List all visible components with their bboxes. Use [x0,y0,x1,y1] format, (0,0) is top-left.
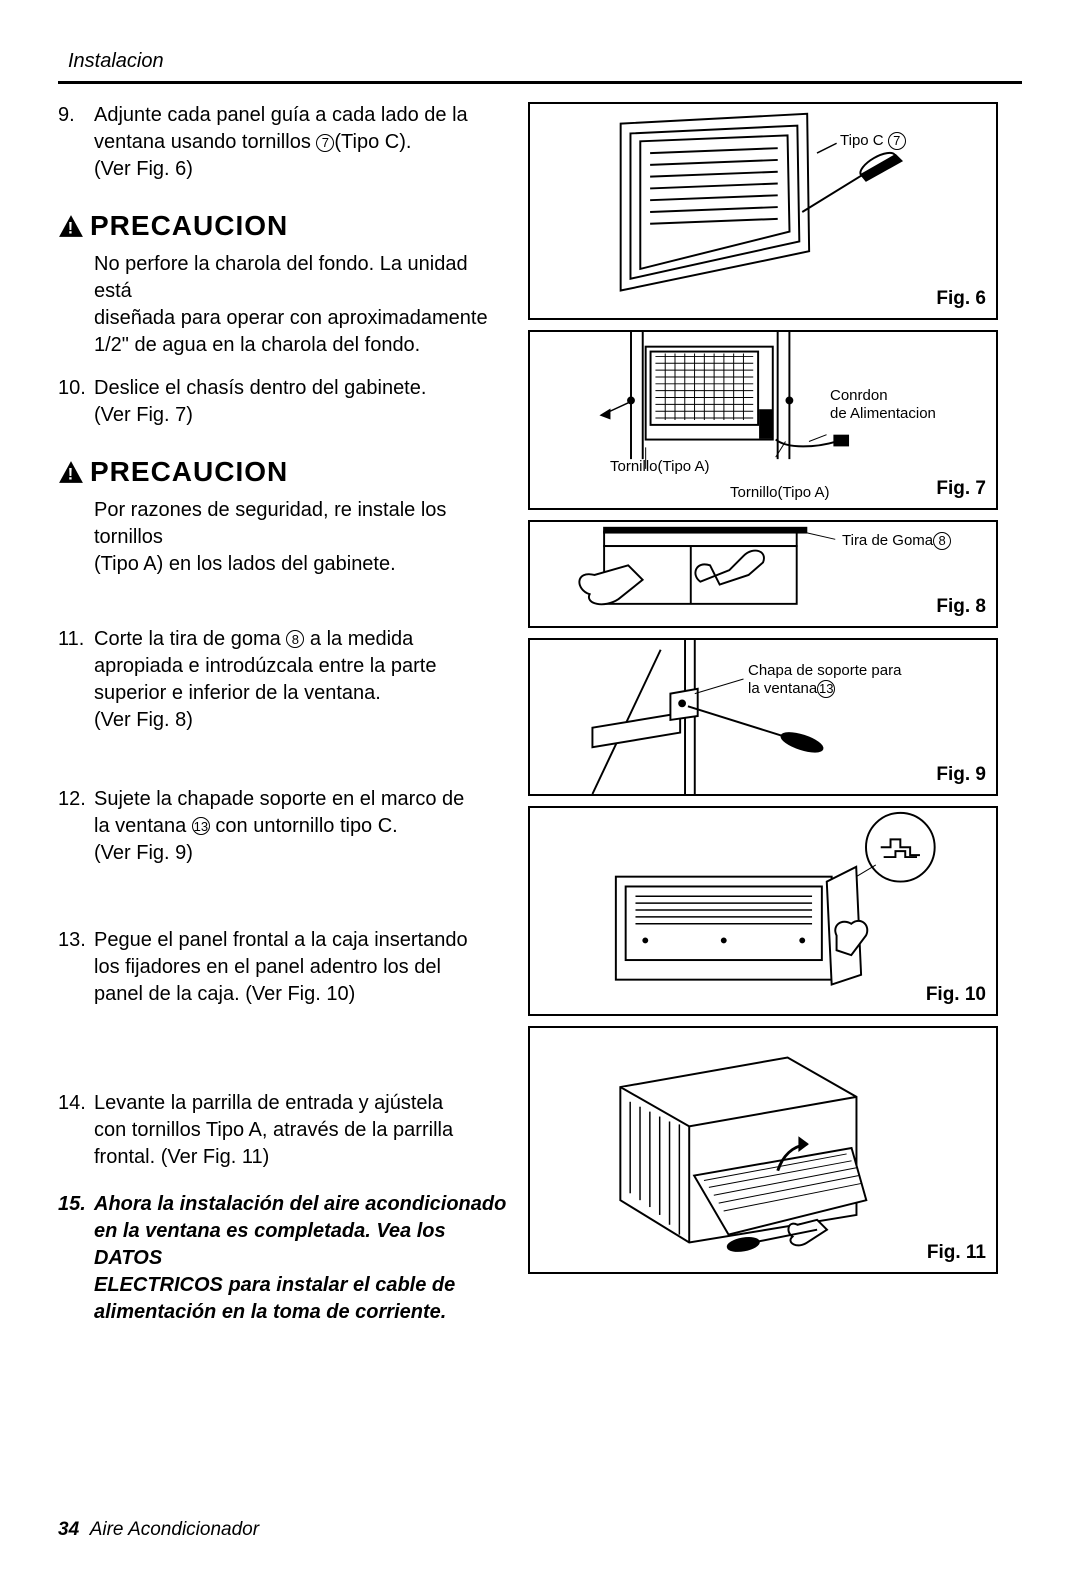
step-15: 15. Ahora la instalación del aire acondi… [58,1191,508,1326]
figure-10: Fig. 10 [528,806,998,1016]
precaucion-heading-1: ! PRECAUCION [58,207,508,245]
right-column: Tipo C 7 Fig. 6 [528,102,998,1336]
fig8-annotation: Tira de Goma8 [842,532,951,550]
text: en la ventana es completada. Vea los DAT… [94,1220,446,1269]
text: ELECTRICOS para instalar el cable de [94,1274,455,1296]
figure-8: Tira de Goma8 Fig. 8 [528,520,998,628]
precaucion-title: PRECAUCION [90,207,288,245]
text: apropiada e introdúzcala entre la parte [94,655,436,677]
step-11: 11. Corte la tira de goma 8 a la medida … [58,626,508,734]
text: a la medida [304,628,413,650]
text: (Ver Fig. 7) [94,404,193,426]
text: la ventana [748,680,817,697]
precaucion-body-2: Por razones de seguridad, re instale los… [94,497,508,578]
fig7-annotation-cord: Conrdon de Alimentacion [830,387,936,423]
text: los fijadores en el panel adentro los de… [94,956,441,978]
circled-13-icon: 13 [817,680,835,698]
header-rule [58,81,1022,84]
figure-9: Chapa de soporte para la ventana13 Fig. … [528,638,998,796]
figure-label: Fig. 7 [936,478,986,500]
step-number: 13. [58,927,94,1008]
figure-label: Fig. 11 [927,1242,986,1264]
fig9-annotation: Chapa de soporte para la ventana13 [748,662,901,698]
text: Conrdon [830,387,888,404]
warning-triangle-icon: ! [58,460,84,484]
page-footer: 34 Aire Acondicionador [58,1519,259,1541]
svg-text:!: ! [68,219,75,237]
text: ventana usando tornillos [94,131,316,153]
circled-7-icon: 7 [888,132,906,150]
step-number: 10. [58,375,94,429]
text: Ahora la instalación del aire acondicion… [94,1193,506,1215]
fig6-annotation: Tipo C 7 [840,132,906,150]
circled-8-icon: 8 [933,532,951,550]
text: con tornillos Tipo A, através de la parr… [94,1119,453,1141]
text: 1/2" de agua en la charola del fondo. [94,334,420,356]
warning-triangle-icon: ! [58,214,84,238]
figure-label: Fig. 9 [936,764,986,786]
step-12: 12. Sujete la chapade soporte en el marc… [58,786,508,867]
step-text: Corte la tira de goma 8 a la medida apro… [94,626,436,734]
text: Tipo C [840,132,884,149]
step-number: 9. [58,102,94,183]
step-text: Adjunte cada panel guía a cada lado de l… [94,102,468,183]
left-column: 9. Adjunte cada panel guía a cada lado d… [58,102,508,1336]
text: con untornillo tipo C. [210,815,398,837]
page-number: 34 [58,1519,79,1540]
step-number: 12. [58,786,94,867]
text: diseñada para operar con aproximadamente [94,307,488,329]
figure-label: Fig. 6 [936,288,986,310]
circled-13-icon: 13 [192,817,210,835]
text: alimentación en la toma de corriente. [94,1301,446,1323]
step-text: Levante la parrilla de entrada y ajústel… [94,1090,453,1171]
content-columns: 9. Adjunte cada panel guía a cada lado d… [58,102,1022,1336]
step-text: Sujete la chapade soporte en el marco de… [94,786,464,867]
precaucion-body-1: No perfore la charola del fondo. La unid… [94,251,508,359]
text: superior e inferior de la ventana. [94,682,381,704]
step-number: 11. [58,626,94,734]
step-14: 14. Levante la parrilla de entrada y ajú… [58,1090,508,1171]
figure-6: Tipo C 7 Fig. 6 [528,102,998,320]
text: (Ver Fig. 6) [94,158,193,180]
text: Corte la tira de goma [94,628,286,650]
figure-11: Fig. 11 [528,1026,998,1274]
text: de Alimentacion [830,405,936,422]
step-text: Deslice el chasís dentro del gabinete. (… [94,375,426,429]
footer-title: Aire Acondicionador [90,1519,259,1540]
circled-7-icon: 7 [316,134,334,152]
text: Pegue el panel frontal a la caja inserta… [94,929,468,951]
step-text: Ahora la instalación del aire acondicion… [94,1191,508,1326]
text: Sujete la chapade soporte en el marco de [94,788,464,810]
section-header: Instalacion [68,50,1022,73]
precaucion-title: PRECAUCION [90,453,288,491]
text: Levante la parrilla de entrada y ajústel… [94,1092,443,1114]
figure-label: Fig. 10 [926,984,986,1006]
step-text: Pegue el panel frontal a la caja inserta… [94,927,468,1008]
text: Tira de Goma [842,532,933,549]
circled-8-icon: 8 [286,630,304,648]
text: la ventana [94,815,192,837]
text: Por razones de seguridad, re instale los… [94,499,446,548]
text: Chapa de soporte para [748,662,901,679]
text: Adjunte cada panel guía a cada lado de l… [94,104,468,126]
step-number: 14. [58,1090,94,1171]
svg-text:!: ! [68,465,75,483]
figure-7: Tornillo(Tipo A) Tornillo(Tipo A) Conrdo… [528,330,998,510]
text: Deslice el chasís dentro del gabinete. [94,377,426,399]
text: No perfore la charola del fondo. La unid… [94,253,468,302]
text: panel de la caja. (Ver Fig. 10) [94,983,355,1005]
text: frontal. (Ver Fig. 11) [94,1146,269,1168]
text: (Ver Fig. 9) [94,842,193,864]
step-10: 10. Deslice el chasís dentro del gabinet… [58,375,508,429]
fig7-annotation-bottom: Tornillo(Tipo A) [730,484,829,502]
step-number: 15. [58,1191,94,1326]
text: (Ver Fig. 8) [94,709,193,731]
step-13: 13. Pegue el panel frontal a la caja ins… [58,927,508,1008]
step-9: 9. Adjunte cada panel guía a cada lado d… [58,102,508,183]
text: (Tipo C). [334,131,411,153]
fig7-annotation-left: Tornillo(Tipo A) [610,458,709,476]
text: (Tipo A) en los lados del gabinete. [94,553,396,575]
figure-label: Fig. 8 [936,596,986,618]
precaucion-heading-2: ! PRECAUCION [58,453,508,491]
